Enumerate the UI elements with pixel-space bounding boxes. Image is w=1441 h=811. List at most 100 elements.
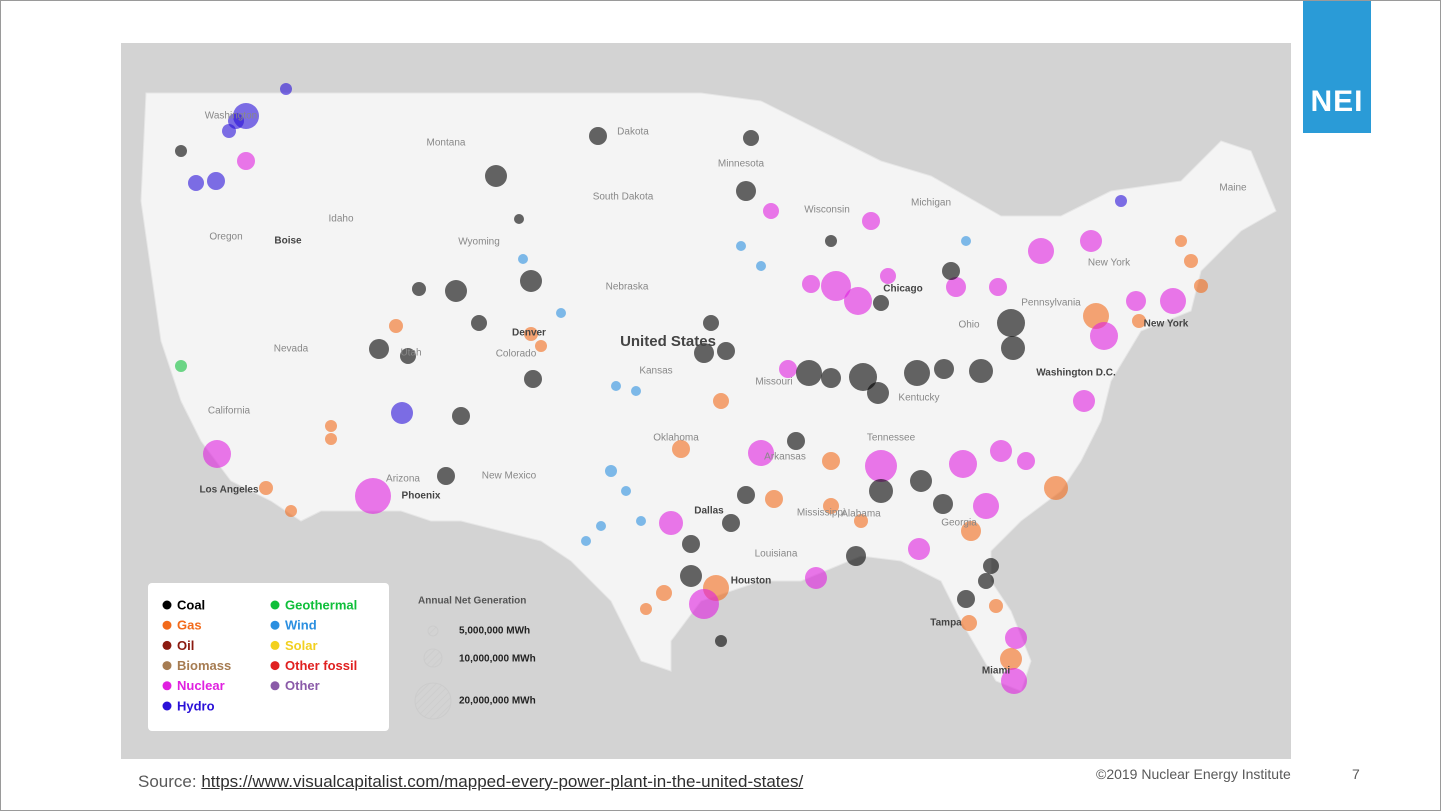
source-link[interactable]: https://www.visualcapitalist.com/mapped-… [201,772,804,791]
plant-dot [961,521,981,541]
plant-dot [1073,390,1095,412]
plant-dot [682,535,700,553]
plant-dot [188,175,204,191]
plant-dot [1184,254,1198,268]
map-label: Dallas [694,506,724,517]
map-layer: Washington Montana Idaho Oregon Boise Wyoming… [140,83,1277,694]
map-label: New York [1088,258,1131,269]
plant-dot [452,407,470,425]
plant-dot [237,152,255,170]
plant-dot [1001,668,1027,694]
plant-dot [910,470,932,492]
legend-items: Coal Gas Oil Biomass Nuclear Hydro Geothermal W… [162,597,357,713]
plant-dot [969,359,993,383]
plant-dot [849,363,877,391]
plant-dot [556,308,566,318]
plant-dot [207,172,225,190]
map-label: Washington [205,111,257,122]
map: Washington Montana Idaho Oregon Boise Wyoming… [121,43,1291,759]
plant-dot [391,402,413,424]
plant-dot [672,440,690,458]
plant-dot [846,546,866,566]
plant-dot [535,340,547,352]
map-labels: Washington Montana Idaho Oregon Boise Wyoming… [199,111,1247,677]
legend-label: Coal [177,597,205,612]
plant-dot [736,181,756,201]
plant-dot [203,440,231,468]
plant-dot [880,268,896,284]
map-label: Tennessee [867,433,916,444]
plant-dot [471,315,487,331]
size-legend-circle [427,625,439,637]
plant-dot [1044,476,1068,500]
plant-dot [259,481,273,495]
plant-dot [748,440,774,466]
legend: Coal Gas Oil Biomass Nuclear Hydro Geothermal W… [148,583,536,731]
map-label: Michigan [911,198,951,209]
size-legend-title: Annual Net Generation [418,596,526,607]
legend-label: Solar [285,638,318,653]
plant-dot [908,538,930,560]
plant-dots [175,83,1208,694]
plant-dot [867,382,889,404]
plant-dot [821,271,851,301]
plant-dot [689,589,719,619]
plant-dot [825,235,837,247]
map-label: Missouri [755,377,792,388]
map-label: New York [1144,319,1189,330]
plant-dot [631,386,641,396]
plant-dot [717,342,735,360]
plant-dot [865,450,897,482]
legend-label: Geothermal [285,597,357,612]
map-label: Pennsylvania [1021,298,1081,309]
plant-dot [222,124,236,138]
plant-dot [1005,627,1027,649]
plant-dot [325,433,337,445]
plant-dot [445,280,467,302]
plant-dot [659,511,683,535]
plant-dot [355,478,391,514]
map-label: Oklahoma [653,433,699,444]
plant-dot [389,319,403,333]
legend-label: Hydro [177,698,215,713]
map-label: New Mexico [482,471,537,482]
size-legend-label: 5,000,000 MWh [459,626,530,637]
map-label: Phoenix [402,491,441,502]
plant-dot [787,432,805,450]
plant-dot [802,275,820,293]
map-label: Denver [512,328,546,339]
map-label: Alabama [841,509,881,520]
size-legend-circle [414,682,452,720]
plant-dot [369,339,389,359]
plant-dot [990,440,1012,462]
plant-dot [656,585,672,601]
plant-dot [736,241,746,251]
map-label: Boise [274,236,302,247]
plant-dot [1175,235,1187,247]
plant-dot [973,493,999,519]
map-label: Nevada [274,344,309,355]
plant-dot [949,450,977,478]
plant-dot [715,635,727,647]
plant-dot [524,327,538,341]
plant-dot [640,603,652,615]
plant-dot [904,360,930,386]
map-label: Wyoming [458,237,500,248]
legend-swatch [270,640,280,650]
plant-dot [680,565,702,587]
plant-dot [412,282,426,296]
map-label: Kansas [639,366,672,377]
plant-dot [1001,336,1025,360]
plant-dot [518,254,528,264]
plant-dot [961,615,977,631]
plant-dot [822,452,840,470]
map-label: Wisconsin [804,205,850,216]
legend-label: Biomass [177,658,231,673]
legend-swatch [162,661,172,671]
map-label: Tampa [930,618,962,629]
plant-dot [997,309,1025,337]
plant-dot [581,536,591,546]
copyright: ©2019 Nuclear Energy Institute [1096,766,1291,782]
plant-dot [934,359,954,379]
plant-dot [694,343,714,363]
